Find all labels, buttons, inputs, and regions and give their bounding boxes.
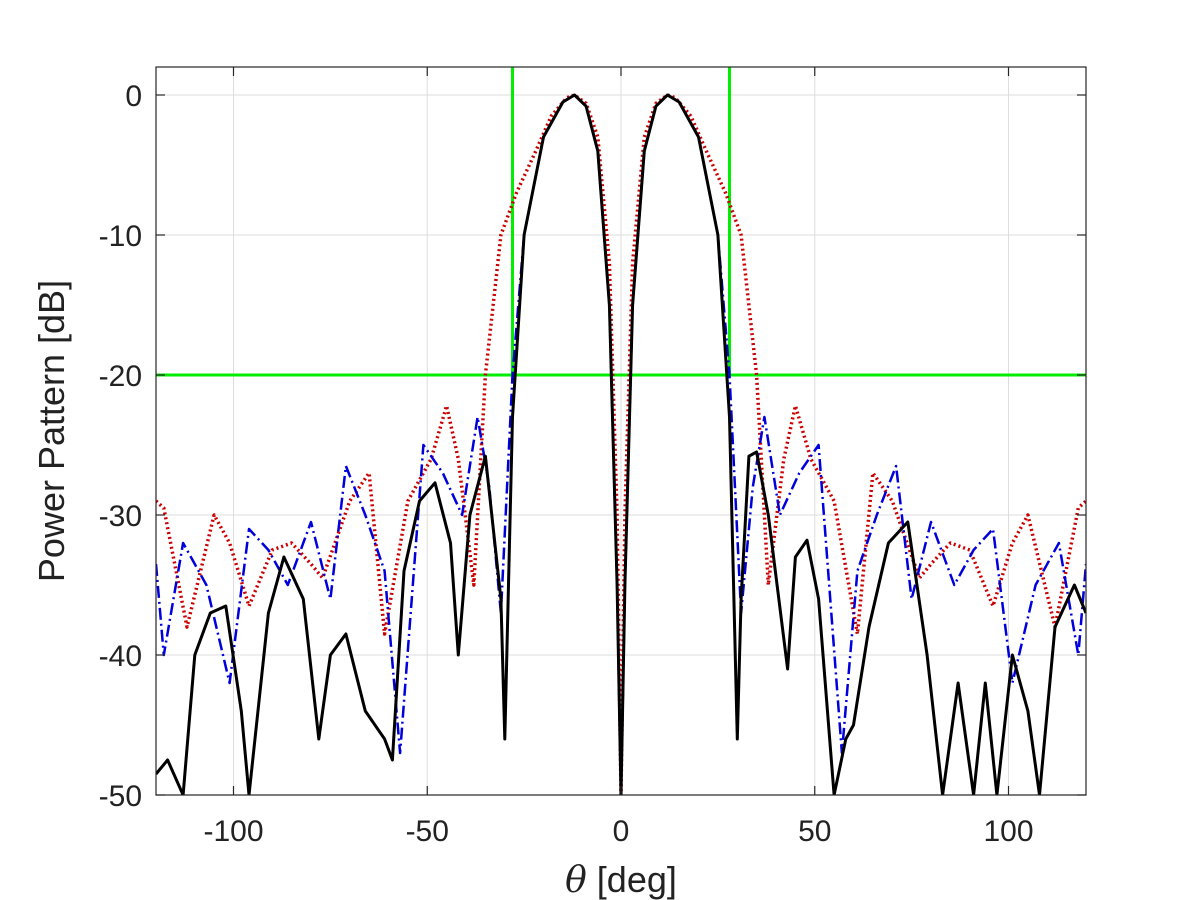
- y-tick-label: -40: [99, 640, 142, 673]
- x-tick-label: 0: [613, 815, 630, 848]
- x-tick-label: 50: [798, 815, 831, 848]
- x-axis-label-text: [deg]: [587, 859, 677, 900]
- y-tick-label: -30: [99, 500, 142, 533]
- series-line-2: [156, 93, 1086, 795]
- y-tick-label: -20: [99, 360, 142, 393]
- tick-marks: [156, 67, 1086, 796]
- y-tick-label: -50: [99, 780, 142, 813]
- x-tick-label: 100: [983, 815, 1033, 848]
- tick-labels: -100 -50 0 50 100 0 -10 -20 -30 -40 -50: [99, 80, 1034, 848]
- y-axis-label: Power Pattern [dB]: [31, 280, 72, 582]
- x-axis-label: θ [deg]: [565, 859, 677, 900]
- x-tick-label: -100: [203, 815, 263, 848]
- y-tick-label: -10: [99, 220, 142, 253]
- x-tick-label: -50: [406, 815, 449, 848]
- series-layer: [156, 67, 1086, 795]
- series-line-1: [156, 67, 1086, 377]
- x-axis-label-symbol: θ: [565, 860, 587, 900]
- y-tick-label: 0: [125, 80, 142, 113]
- series-line-4: [156, 93, 1086, 795]
